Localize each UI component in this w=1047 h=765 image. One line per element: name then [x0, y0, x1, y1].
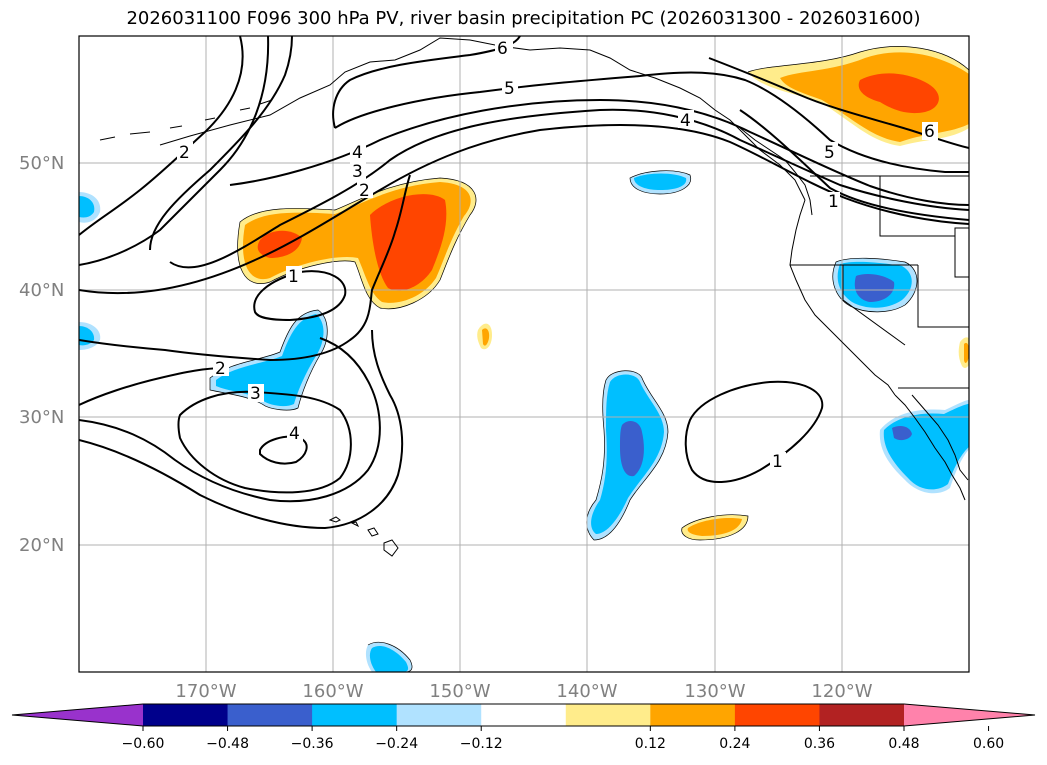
bc-coast	[739, 127, 813, 216]
contour-2-north	[79, 36, 244, 236]
shade-royal-central	[620, 420, 644, 477]
map-area: 6 5 4 4 3 2 2 1 2 3 4 5 1 6	[79, 36, 969, 672]
contour-2-inner	[79, 36, 270, 266]
contour-label: 3	[250, 384, 261, 404]
contour-2-ring	[79, 124, 969, 295]
colorbar-segment	[227, 704, 313, 726]
contour-3-south	[79, 337, 381, 503]
map-title: 2026031100 F096 300 hPa PV, river basin …	[126, 8, 921, 29]
contour-label: 4	[680, 111, 691, 131]
contour-5-north	[334, 71, 969, 173]
contour-label: 1	[772, 452, 783, 472]
lat-label: 40°N	[19, 280, 64, 301]
longitude-labels: 170°W 160°W 150°W 140°W 130°W 120°W	[175, 681, 872, 702]
contour-label: 2	[215, 359, 226, 379]
coastlines	[99, 37, 969, 557]
lon-label: 120°W	[811, 681, 872, 702]
gulf-of-california	[911, 394, 969, 481]
positive-precip-shading	[237, 46, 969, 540]
colorbar-tick-label: 0.60	[973, 736, 1004, 752]
colorbar-tick-label: 0.36	[804, 736, 835, 752]
map-frame	[78, 35, 970, 673]
contour-4-north	[149, 36, 293, 251]
colorbar-tick-label: 0.48	[888, 736, 919, 752]
colorbar-tick-label: −0.60	[122, 736, 165, 752]
colorbar-segment	[819, 704, 905, 726]
colorbar: −0.60 −0.48 −0.36 −0.24 −0.12 0.12 0.24 0.36 0.4…	[11, 703, 1036, 752]
shade-blue-mexico	[883, 403, 969, 490]
contour-1-central	[684, 380, 824, 483]
colorbar-segment	[734, 704, 820, 726]
colorbar-extend-low	[12, 704, 143, 726]
lon-label: 150°W	[429, 681, 490, 702]
shade-royal-mexico	[892, 426, 912, 441]
contour-label: 4	[289, 424, 300, 444]
contour-label: 5	[824, 143, 835, 163]
shade-blue-hawaii-north	[216, 314, 324, 407]
contour-4-small	[259, 435, 308, 465]
contour-label: 1	[828, 192, 839, 212]
colorbar-tick-label: −0.12	[460, 736, 503, 752]
aleutians	[99, 99, 273, 141]
colorbar-tick-label: −0.48	[206, 736, 249, 752]
shading-outlines	[209, 46, 969, 672]
colorbar-tick-label: −0.36	[291, 736, 334, 752]
colorbar-segment	[650, 704, 736, 726]
contour-label: 4	[352, 143, 363, 163]
colorbar-segment	[143, 704, 229, 726]
lon-label: 130°W	[684, 681, 745, 702]
colorbar-tick-label: 0.12	[635, 736, 666, 752]
lon-label: 160°W	[302, 681, 363, 702]
contour-label: 2	[179, 143, 190, 163]
alaska-coast	[159, 37, 806, 201]
contour-3-ring	[169, 108, 969, 269]
lon-label: 170°W	[175, 681, 236, 702]
shade-blue-south	[369, 645, 409, 672]
contour-label: 5	[504, 79, 515, 99]
lon-label: 140°W	[556, 681, 617, 702]
shade-red-canada	[858, 73, 939, 114]
colorbar-extend-high	[904, 704, 1035, 726]
colorbar-segment	[312, 704, 398, 726]
shade-blue-gulf	[634, 173, 687, 190]
contour-1-loop	[253, 270, 347, 322]
shade-red-north-pacific-1	[370, 194, 447, 291]
hawaii-islands	[328, 516, 399, 557]
contour-1-east	[739, 109, 969, 221]
contour-label: 6	[497, 39, 508, 59]
shade-red-north-pacific-2	[257, 230, 302, 258]
contour-label: 1	[288, 267, 299, 287]
contour-2-south	[79, 367, 226, 406]
lat-label: 20°N	[19, 535, 64, 556]
latitude-labels: 50°N 40°N 30°N 20°N	[19, 153, 64, 556]
lat-label: 30°N	[19, 407, 64, 428]
contour-label: 2	[359, 181, 370, 201]
state-borders	[790, 176, 969, 346]
contour-label: 6	[924, 122, 935, 142]
baja-coast	[894, 394, 966, 501]
negative-precip-shading	[79, 170, 969, 672]
lat-label: 50°N	[19, 153, 64, 174]
contour-label: 3	[352, 162, 363, 182]
shade-blue-west-edge-1	[79, 196, 95, 218]
colorbar-tick-label: 0.24	[719, 736, 750, 752]
shade-small-central-core	[482, 328, 490, 346]
contour-2-south-outer	[79, 329, 404, 530]
us-west-coast	[789, 199, 896, 396]
colorbar-segment	[481, 704, 567, 726]
shade-east-edge-core	[964, 343, 969, 363]
colorbar-segment	[396, 704, 482, 726]
colorbar-segment	[565, 704, 651, 726]
colorbar-tick-label: −0.24	[375, 736, 418, 752]
shade-royal-california	[854, 274, 895, 302]
contour-labels: 6 5 4 4 3 2 2 1 2 3 4 5 1 6	[177, 38, 938, 472]
graticule	[79, 36, 969, 672]
contour-1-west	[79, 174, 411, 362]
